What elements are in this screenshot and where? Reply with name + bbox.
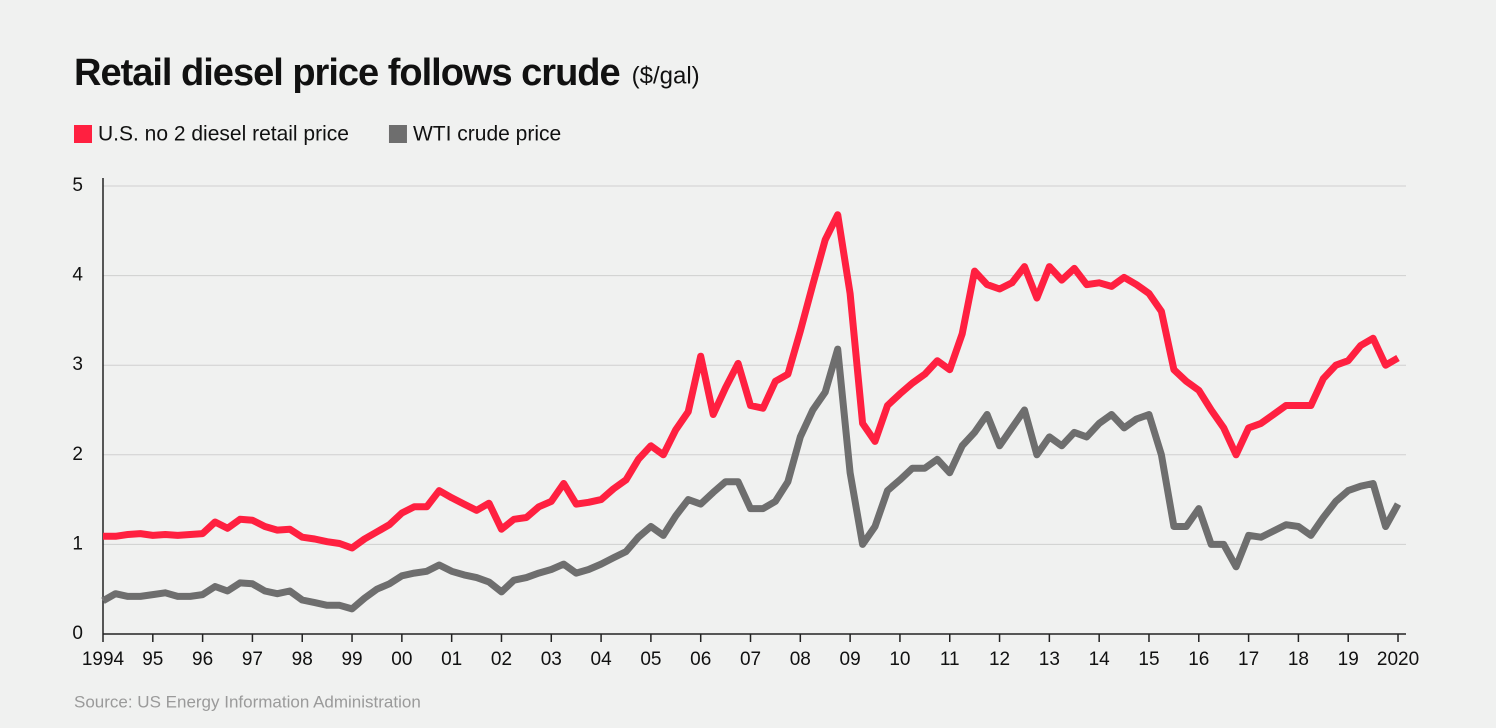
x-tick-label: 16 <box>1188 649 1209 670</box>
legend-swatch <box>388 125 407 143</box>
series-line <box>101 345 1402 613</box>
x-tick-label: 07 <box>740 649 761 670</box>
y-tick-label: 0 <box>72 623 83 644</box>
x-tick-label: 12 <box>989 649 1010 670</box>
x-tick-label: 09 <box>840 649 861 670</box>
x-tick-label: 98 <box>292 649 313 670</box>
x-tick-label: 18 <box>1288 649 1309 670</box>
x-tick-label: 19 <box>1338 649 1359 670</box>
legend-label: WTI crude price <box>413 123 561 146</box>
x-tick-label: 13 <box>1039 649 1060 670</box>
x-tick-label: 14 <box>1089 649 1111 670</box>
x-tick-label: 97 <box>242 649 263 670</box>
y-tick-label: 1 <box>72 533 83 554</box>
chart-title: Retail diesel price follows crude <box>74 52 620 94</box>
y-tick-label: 3 <box>72 354 83 375</box>
chart-subtitle: ($/gal) <box>632 62 700 89</box>
x-tick-label: 11 <box>940 649 960 670</box>
x-tick-label: 96 <box>192 649 213 670</box>
x-tick-label: 06 <box>690 649 711 670</box>
y-tick-label: 4 <box>72 265 83 286</box>
x-tick-label: 03 <box>541 649 562 670</box>
x-tick-label: 17 <box>1238 649 1259 670</box>
x-tick-label: 1994 <box>82 649 125 670</box>
x-tick-label: 2020 <box>1377 649 1419 670</box>
x-tick-label: 99 <box>341 649 362 670</box>
x-tick-label: 00 <box>391 649 412 670</box>
legend-swatch <box>74 125 92 143</box>
x-tick-label: 15 <box>1138 649 1159 670</box>
y-tick-label: 5 <box>72 175 83 196</box>
y-tick-label: 2 <box>72 444 83 465</box>
x-tick-label: 08 <box>790 649 811 670</box>
x-tick-label: 02 <box>491 649 512 670</box>
x-tick-label: 95 <box>142 649 163 670</box>
legend-label: U.S. no 2 diesel retail price <box>98 123 349 146</box>
x-tick-label: 10 <box>889 649 910 670</box>
source-note: Source: US Energy Information Administra… <box>74 692 421 711</box>
x-tick-label: 01 <box>441 649 462 670</box>
x-tick-label: 04 <box>591 649 613 670</box>
series-line <box>103 211 1400 552</box>
x-tick-label: 05 <box>640 649 661 670</box>
